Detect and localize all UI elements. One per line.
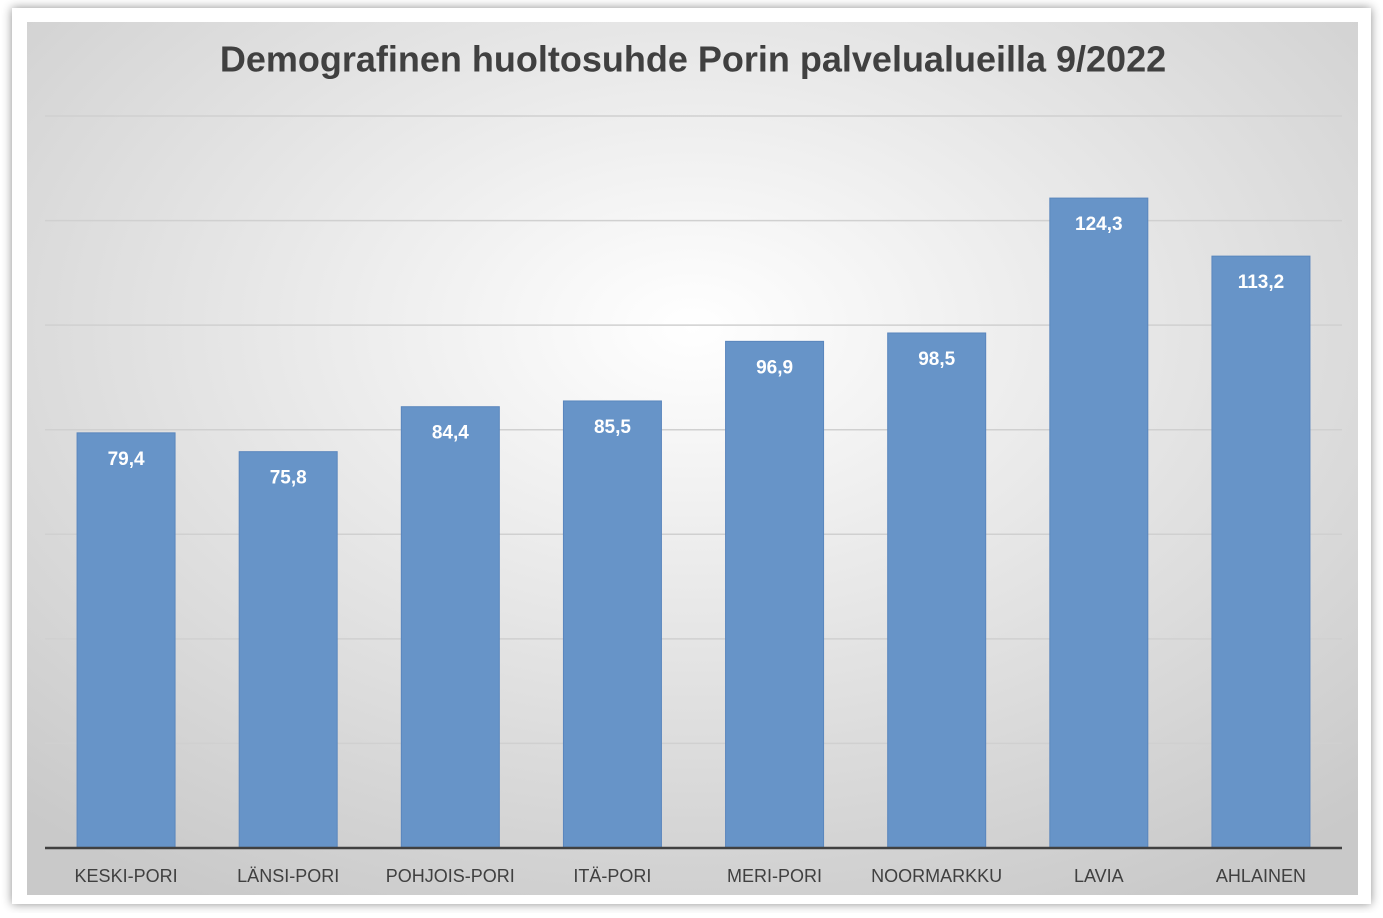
x-tick-label: MERI-PORI — [727, 866, 822, 886]
data-label: 124,3 — [1075, 214, 1123, 235]
bar — [887, 332, 987, 849]
data-label: 75,8 — [270, 468, 307, 489]
x-tick-label: LAVIA — [1074, 866, 1124, 886]
bar — [76, 432, 176, 849]
data-label: 85,5 — [594, 417, 631, 438]
chart-area — [27, 22, 1358, 895]
data-label: 96,9 — [756, 357, 793, 378]
x-tick-label: AHLAINEN — [1216, 866, 1306, 886]
x-tick-label: ITÄ-PORI — [573, 866, 651, 886]
x-tick-label: LÄNSI-PORI — [237, 866, 339, 886]
chart-title: Demografinen huoltosuhde Porin palvelual… — [220, 39, 1166, 80]
x-tick-label: NOORMARKKU — [871, 866, 1002, 886]
bar — [238, 451, 338, 849]
bar — [400, 406, 500, 849]
bar — [1211, 255, 1311, 849]
data-label: 84,4 — [432, 423, 469, 444]
data-label: 98,5 — [918, 349, 955, 370]
bar — [1049, 197, 1149, 849]
x-tick-label: KESKI-PORI — [75, 866, 178, 886]
x-tick-label: POHJOIS-PORI — [386, 866, 515, 886]
data-label: 113,2 — [1238, 272, 1285, 293]
bar — [562, 400, 662, 849]
data-label: 79,4 — [108, 449, 145, 470]
bar — [725, 340, 825, 849]
